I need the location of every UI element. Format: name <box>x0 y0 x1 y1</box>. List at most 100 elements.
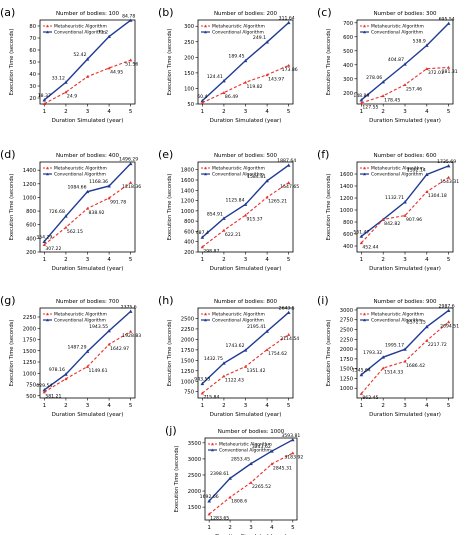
data-label-metaheuristic: 842.82 <box>384 221 400 227</box>
data-label-metaheuristic: 119.82 <box>247 84 263 90</box>
data-label-metaheuristic: 1514.33 <box>384 370 403 376</box>
y-tick-label: 1750 <box>181 348 194 354</box>
data-point-conventional <box>42 98 47 102</box>
data-label-metaheuristic: 991.78 <box>110 200 126 206</box>
legend-marker-metaheuristic <box>204 312 207 316</box>
data-point-conventional <box>85 189 90 194</box>
data-point-metaheuristic <box>403 359 407 363</box>
x-tick-label: 5 <box>447 109 451 115</box>
x-tick-label: 4 <box>265 257 269 263</box>
legend-marker-conventional <box>46 172 49 176</box>
data-point-conventional <box>64 372 68 376</box>
x-tick-label: 2 <box>381 403 385 409</box>
x-tick-label: 4 <box>270 525 274 531</box>
series-line-metaheuristic <box>360 321 449 394</box>
x-tick-label: 1 <box>201 403 205 409</box>
data-point-conventional <box>85 349 90 353</box>
data-label-metaheuristic: 1754.62 <box>268 351 287 357</box>
data-label-conventional: 2375.6 <box>121 304 137 310</box>
legend-label-conventional: Conventional Algorithm <box>371 172 423 178</box>
data-point-conventional <box>359 372 364 377</box>
y-tick-label: 1750 <box>23 338 36 344</box>
data-label-conventional: 2853.45 <box>231 457 250 463</box>
x-tick-label: 2 <box>228 525 232 531</box>
x-tick-label: 5 <box>447 257 451 263</box>
data-point-conventional <box>107 34 111 39</box>
y-axis-label: Execution Time (seconds) <box>326 29 332 96</box>
y-tick-label: 2000 <box>181 337 194 343</box>
panel-label: (c) <box>317 6 332 19</box>
data-label-conventional: 71.2 <box>98 30 108 36</box>
legend-label-metaheuristic: Metaheuristic Algorithm <box>212 312 265 318</box>
data-point-metaheuristic <box>287 63 291 67</box>
x-tick-label: 5 <box>129 403 133 409</box>
data-label-metaheuristic: 1543.31 <box>440 179 459 185</box>
data-label-conventional: 487.4 <box>196 230 209 236</box>
data-point-metaheuristic <box>381 366 385 370</box>
data-point-metaheuristic <box>222 228 226 232</box>
chart-title: Number of bodies: 300 <box>373 11 437 17</box>
data-point-metaheuristic <box>265 73 269 77</box>
data-point-metaheuristic <box>359 101 363 105</box>
data-point-metaheuristic <box>42 102 46 106</box>
data-label-metaheuristic: 1686.42 <box>406 363 425 369</box>
y-tick-label: 200 <box>26 250 36 256</box>
y-tick-label: 500 <box>26 394 36 400</box>
data-point-metaheuristic <box>222 374 226 378</box>
data-point-metaheuristic <box>425 190 429 194</box>
y-axis-label: Execution Time (seconds) <box>167 320 173 387</box>
x-tick-label: 3 <box>403 109 407 115</box>
data-label-metaheuristic: 257.46 <box>406 86 422 92</box>
x-tick-label: 4 <box>425 257 429 263</box>
y-axis-label: Execution Time (seconds) <box>9 320 15 387</box>
panel-label: (g) <box>0 294 16 307</box>
x-axis-label: Duration Simulated (year) <box>369 266 441 272</box>
data-point-conventional <box>222 216 226 220</box>
data-label-conventional: 1735.69 <box>437 159 456 165</box>
y-tick-label: 200 <box>184 55 194 61</box>
data-point-conventional <box>207 499 211 503</box>
legend-marker-conventional <box>46 318 49 322</box>
data-label-metaheuristic: 298.87 <box>203 248 219 254</box>
series-line-metaheuristic <box>202 64 289 104</box>
chart-panel: (i) Number of bodies: 900 1000 1250 1500 1750… <box>317 294 459 418</box>
y-tick-label: 3000 <box>340 308 353 314</box>
y-tick-label: 1250 <box>23 360 36 366</box>
data-label-conventional: 404.87 <box>388 57 404 63</box>
y-tick-label: 2000 <box>23 326 36 332</box>
data-label-conventional: 1132.71 <box>385 195 404 201</box>
chart-title: Number of bodies: 100 <box>56 11 120 17</box>
data-label-conventional: 1995.17 <box>385 342 404 348</box>
x-axis-label: Duration Simulated (year) <box>369 118 441 124</box>
panel-label: (e) <box>158 148 173 161</box>
chart-title: Number of bodies: 900 <box>373 299 437 305</box>
y-tick-label: 300 <box>343 77 353 83</box>
chart-panel: (e) Number of bodies: 500 200 400 600 800 1000… <box>158 148 299 272</box>
data-label-conventional: 538.9 <box>413 38 426 44</box>
data-label-conventional: 695.54 <box>439 16 455 22</box>
data-label-metaheuristic: 1351.42 <box>247 368 266 374</box>
data-label-conventional: 33.12 <box>52 75 65 81</box>
data-point-conventional <box>128 161 133 166</box>
legend-label-conventional: Conventional Algorithm <box>371 30 423 36</box>
data-label-metaheuristic: 2694.51 <box>440 323 459 329</box>
legend-marker-conventional <box>363 318 366 322</box>
x-tick-label: 4 <box>107 403 111 409</box>
data-point-metaheuristic <box>200 245 204 249</box>
data-label-metaheuristic: 1808.6 <box>231 499 247 505</box>
y-tick-label: 2500 <box>340 328 353 334</box>
chart-title: Number of bodies: 500 <box>214 153 278 159</box>
data-point-metaheuristic <box>200 391 204 395</box>
chart-panel: (a) Number of bodies: 100 20 30 40 50 60 70 80 1 2… <box>0 6 138 124</box>
y-tick-label: 1000 <box>181 379 194 385</box>
data-point-metaheuristic <box>447 320 451 324</box>
data-point-metaheuristic <box>107 342 111 346</box>
y-tick-label: 1500 <box>340 367 353 373</box>
legend-marker-metaheuristic <box>204 166 207 170</box>
data-point-metaheuristic <box>207 512 211 516</box>
data-label-conventional: 978.16 <box>49 367 65 373</box>
x-axis-label: Duration Simulated (year) <box>52 118 124 124</box>
y-tick-label: 800 <box>184 219 194 225</box>
legend-marker-metaheuristic <box>46 24 49 28</box>
data-label-conventional: 1084.66 <box>68 185 87 191</box>
